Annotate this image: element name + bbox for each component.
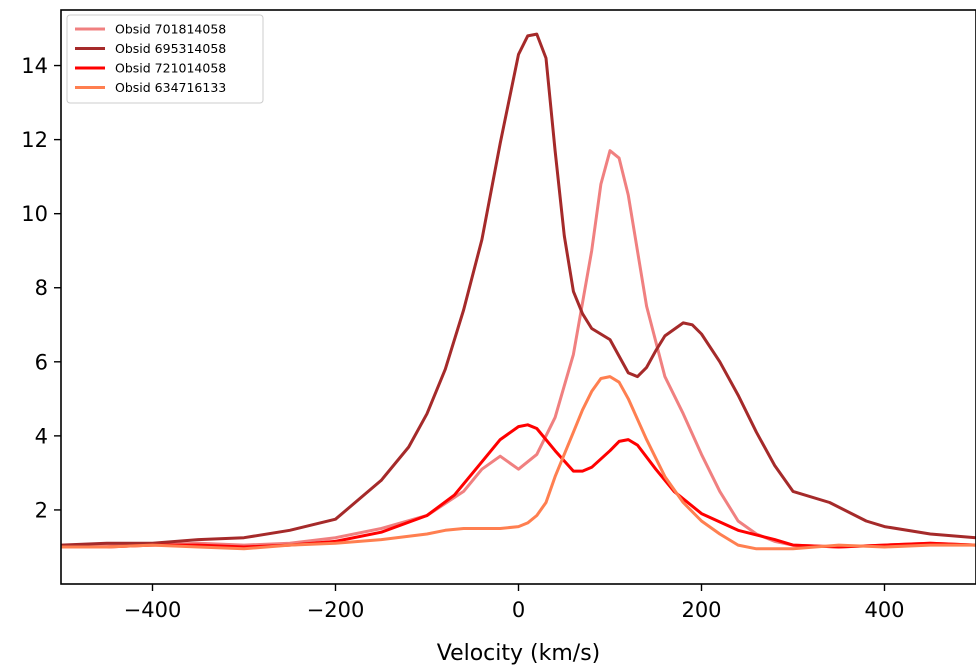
legend: Obsid 701814058 Obsid 695314058 Obsid 7210…	[66, 14, 264, 104]
legend-label: Obsid 701814058	[115, 22, 226, 37]
y-axis: 2 4 6 8 10 12 14	[21, 54, 61, 522]
series-line-2	[61, 32, 976, 547]
x-tick-label: −200	[307, 598, 365, 622]
y-tick-label: 8	[35, 276, 48, 300]
plot-lines	[61, 32, 976, 551]
y-tick-label: 12	[21, 128, 48, 152]
x-tick-label: 0	[512, 598, 525, 622]
legend-label: Obsid 634716133	[115, 80, 226, 95]
x-axis: −400 −200 0 200 400	[124, 584, 905, 622]
legend-label: Obsid 695314058	[115, 41, 226, 56]
y-tick-label: 14	[21, 54, 48, 78]
y-tick-label: 4	[35, 424, 48, 448]
y-tick-label: 6	[35, 350, 48, 374]
legend-box	[66, 14, 264, 104]
x-axis-label: Velocity (km/s)	[437, 641, 601, 666]
x-tick-label: −400	[124, 598, 182, 622]
y-tick-label: 10	[21, 202, 48, 226]
series-line-4	[61, 375, 976, 551]
legend-label: Obsid 721014058	[115, 61, 226, 76]
x-tick-label: 200	[681, 598, 721, 622]
y-tick-label: 2	[35, 498, 48, 522]
x-tick-label: 400	[864, 598, 904, 622]
